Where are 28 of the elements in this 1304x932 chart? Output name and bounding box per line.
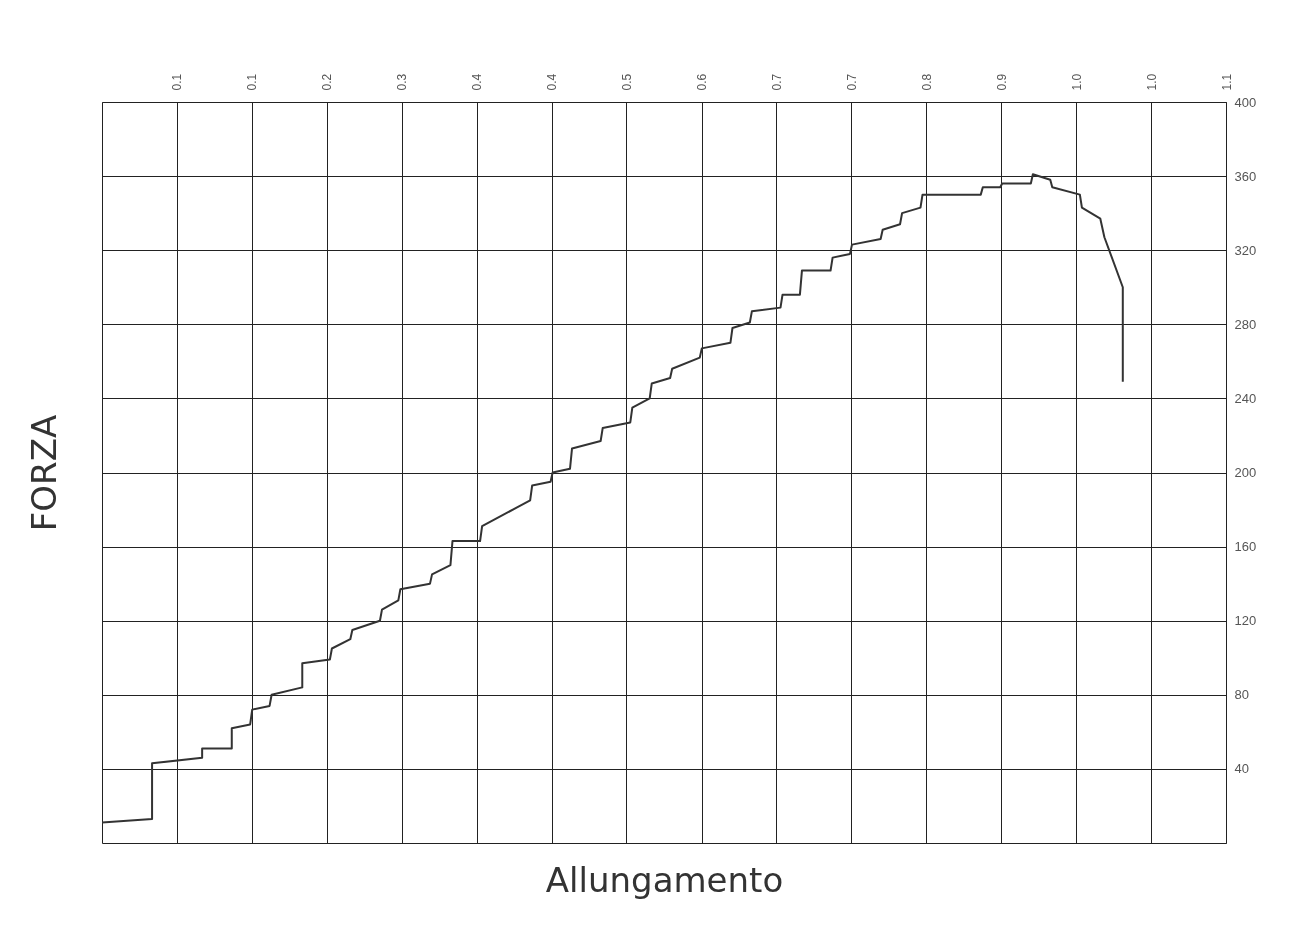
line-series [102, 173, 1124, 824]
x-tick-label: 1.0 [1144, 73, 1159, 91]
x-tick-label: 0.4 [470, 73, 485, 91]
y-axis-title: FORZA [23, 414, 64, 532]
y-tick-label: 160 [1234, 539, 1257, 555]
y-tick-label: 40 [1234, 761, 1249, 777]
x-tick-label: 0.5 [620, 73, 634, 91]
x-tick-label: 1.0 [1069, 73, 1084, 91]
x-tick-label: 0.9 [994, 73, 1009, 91]
x-tick-label: 0.6 [695, 73, 709, 91]
x-tick-label: 0.7 [769, 73, 784, 91]
x-tick-label: 0.3 [395, 73, 410, 91]
x-axis-title: Allungamento [545, 859, 784, 900]
x-tick-label: 0.7 [844, 73, 859, 91]
y-tick-label: 360 [1234, 168, 1257, 184]
x-tick-label: 1.1 [1219, 73, 1234, 91]
y-tick-label: 80 [1234, 687, 1249, 703]
y-tick-label: 120 [1234, 613, 1257, 629]
x-tick-label: 0.8 [919, 73, 934, 91]
x-tick-label: 0.2 [320, 73, 335, 91]
y-tick-label: 400 [1234, 94, 1257, 110]
y-tick-label: 280 [1234, 316, 1257, 332]
y-tick-label: 200 [1234, 465, 1257, 480]
y-tick-label: 240 [1234, 390, 1257, 406]
x-tick-label: 0.4 [545, 73, 560, 91]
x-tick-label: 0.1 [170, 73, 185, 91]
y-tick-label: 320 [1234, 242, 1257, 258]
x-tick-label: 0.1 [245, 73, 260, 91]
